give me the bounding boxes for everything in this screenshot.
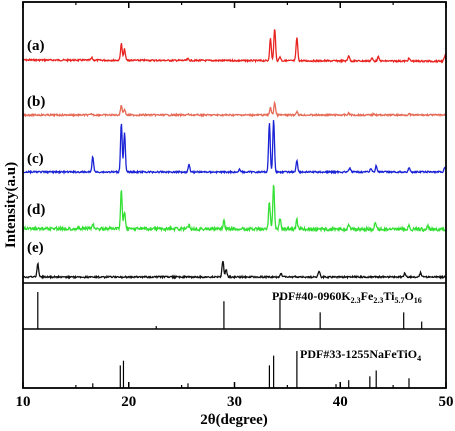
reference-label-part: PDF#33-1255NaFeTiO: [300, 347, 417, 361]
series-line: [22, 184, 447, 234]
series-line: [22, 120, 447, 175]
reference-label-part: O: [404, 289, 413, 303]
y-axis-title: Intensity(a.u): [3, 162, 19, 248]
series-label: (e): [27, 240, 44, 256]
x-axis-title: 2θ(degree): [200, 412, 268, 428]
reference-label-part: Fe: [361, 289, 374, 303]
reference-label-part: 5.7: [394, 296, 404, 305]
reference-label: PDF#33-1255NaFeTiO4: [300, 347, 421, 363]
reference-label-part: Ti: [383, 289, 395, 303]
series-line: [22, 260, 447, 280]
reference-label-part: 2.3: [351, 296, 361, 305]
x-tick-label: 10: [16, 394, 31, 410]
reference-label-part: 4: [417, 354, 421, 363]
x-tick-label: 30: [227, 394, 242, 410]
reference-label-part: PDF#40-0960K: [272, 289, 351, 303]
series-label: (a): [27, 38, 45, 54]
x-tick-label: 50: [439, 394, 454, 410]
reference-label-part: 16: [414, 296, 422, 305]
series-label: (c): [27, 151, 44, 167]
reference-label: PDF#40-0960K2.3Fe2.3Ti5.7O16: [272, 289, 422, 305]
series-label: (d): [27, 202, 45, 218]
plot-area: (a)(b)(c)(d)(e)PDF#40-0960K2.3Fe2.3Ti5.7…: [16, 1, 454, 410]
x-tick-label: 40: [333, 394, 348, 410]
x-tick-label: 20: [121, 394, 136, 410]
series-label: (b): [27, 94, 45, 110]
reference-label-part: 2.3: [373, 296, 383, 305]
series-line: [22, 29, 447, 64]
series-line: [22, 100, 447, 119]
